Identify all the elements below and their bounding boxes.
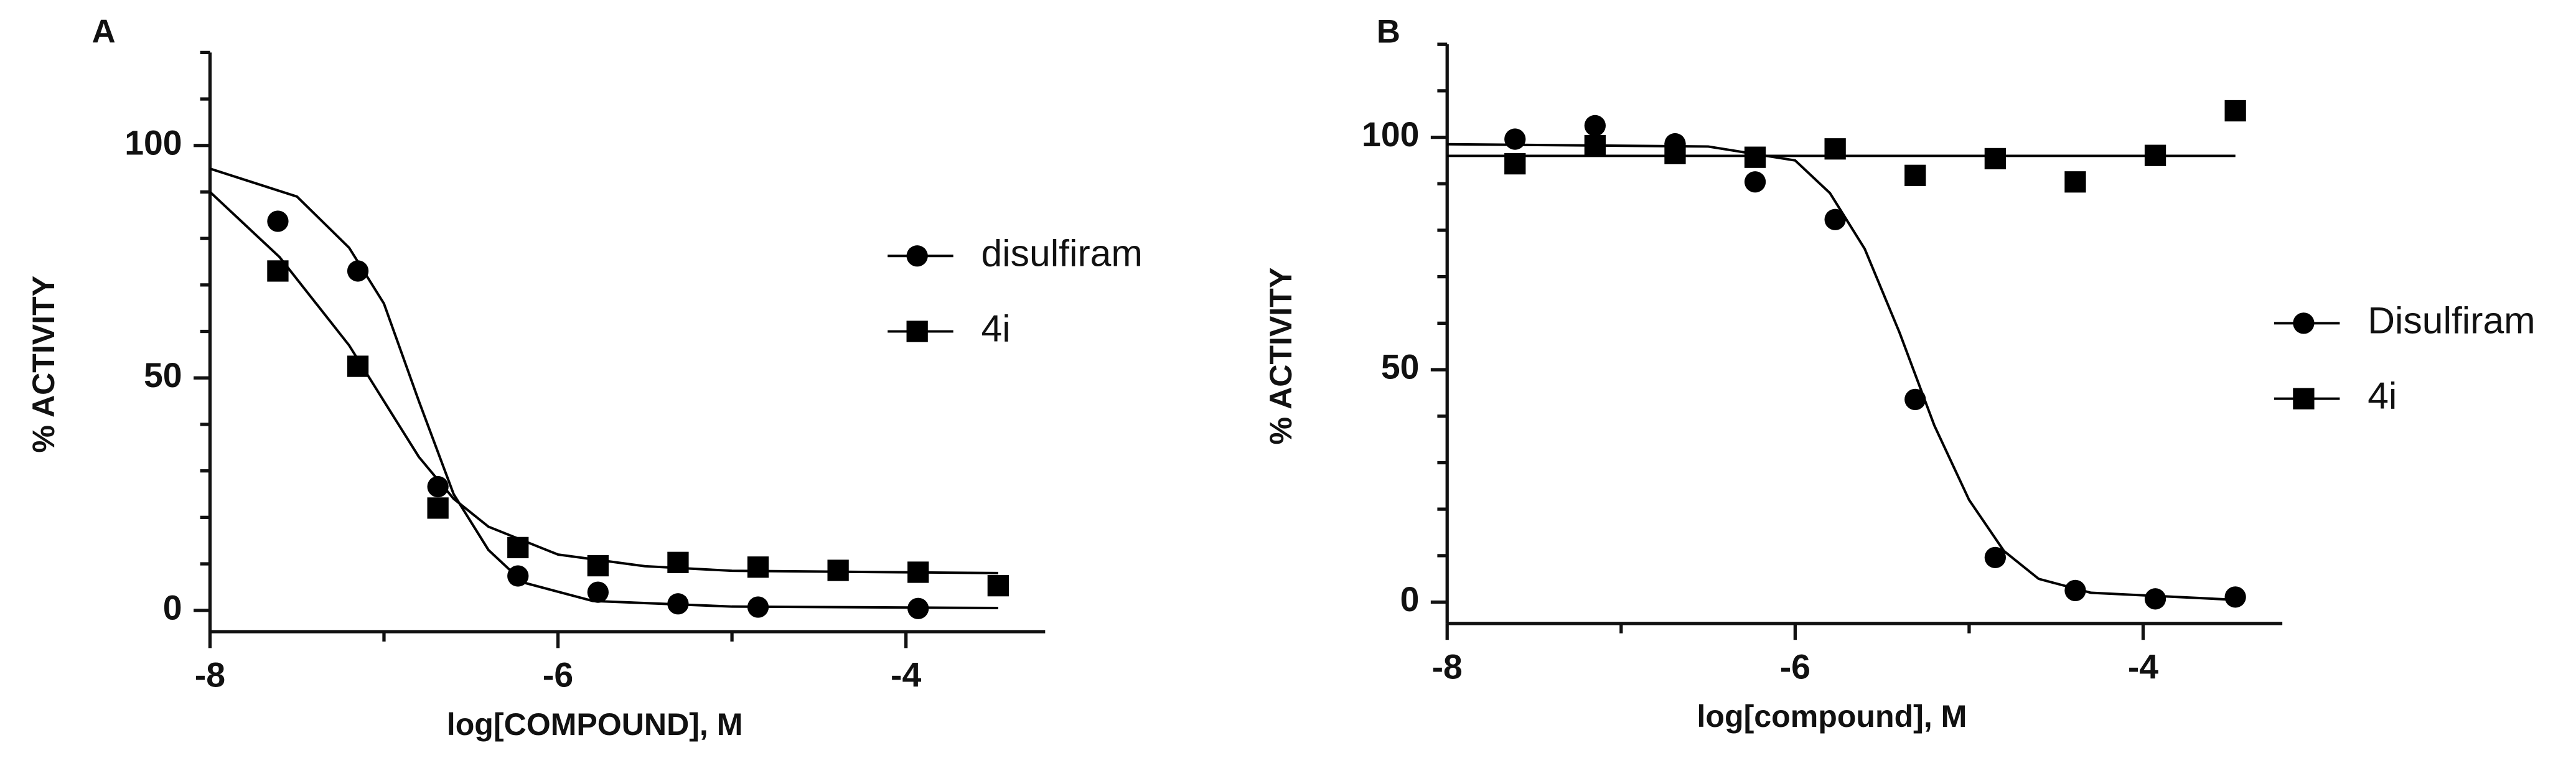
- x-tick-label: -4: [2128, 647, 2158, 686]
- y-axis-title: % ACTIVITY: [1263, 268, 1298, 445]
- circle-marker: [747, 596, 769, 618]
- square-marker: [1584, 134, 1606, 157]
- x-tick-label: -8: [1432, 647, 1463, 686]
- square-marker: [1744, 146, 1766, 168]
- x-axis-title: log[COMPOUND], M: [447, 707, 743, 742]
- circle-marker: [1584, 115, 1606, 137]
- fit-curve: [209, 191, 998, 574]
- x-tick-label: -8: [195, 655, 225, 694]
- y-tick-label: 50: [144, 356, 182, 395]
- square-marker: [827, 559, 849, 581]
- legend-text: 4i: [981, 307, 1011, 350]
- square-marker: [987, 575, 1009, 597]
- x-tick-label: -6: [543, 655, 573, 694]
- square-marker: [907, 561, 929, 583]
- square-marker: [667, 551, 689, 573]
- square-marker: [507, 536, 529, 559]
- circle-marker: [2224, 586, 2246, 608]
- square-marker: [1664, 143, 1686, 164]
- square-marker: [347, 355, 369, 377]
- y-tick-label: 0: [1400, 580, 1420, 619]
- y-tick-label: 0: [163, 588, 182, 627]
- square-marker: [1504, 153, 1526, 175]
- circle-marker: [2144, 588, 2166, 610]
- square-marker: [427, 497, 449, 519]
- circle-marker: [1824, 208, 1846, 230]
- square-marker: [2064, 171, 2086, 193]
- legend-marker: [906, 321, 928, 342]
- square-marker: [1984, 147, 2006, 170]
- fit-curve: [1447, 143, 2236, 601]
- y-tick-label: 100: [1362, 115, 1419, 154]
- circle-marker: [1744, 171, 1766, 193]
- square-marker: [2144, 144, 2166, 166]
- legend-text: Disulfiram: [2368, 299, 2535, 341]
- legend-text: disulfiram: [981, 232, 1143, 274]
- circle-marker: [347, 260, 369, 282]
- panel: B 0 50 100 -8 -6 -4 log[compound], M % ACTIVITY D…: [1263, 14, 2536, 734]
- square-marker: [267, 260, 289, 282]
- panel-label: A: [92, 14, 116, 50]
- x-tick-label: -4: [891, 655, 921, 694]
- circle-marker: [2064, 579, 2086, 602]
- circle-marker: [507, 565, 529, 587]
- square-marker: [1904, 164, 1926, 186]
- circle-marker: [427, 475, 449, 498]
- square-marker: [1824, 138, 1846, 160]
- legend-marker: [2293, 388, 2315, 409]
- square-marker: [587, 554, 609, 577]
- y-tick-label: 50: [1381, 348, 1420, 386]
- y-tick-label: 100: [124, 123, 182, 162]
- legend-marker: [2293, 312, 2315, 334]
- x-axis-title: log[compound], M: [1697, 699, 1967, 734]
- circle-marker: [907, 597, 929, 619]
- circle-marker: [1504, 128, 1526, 150]
- y-axis-title: % ACTIVITY: [26, 276, 61, 453]
- circle-marker: [1904, 388, 1926, 411]
- legend-marker: [906, 245, 928, 267]
- circle-marker: [1984, 546, 2006, 568]
- legend-text: 4i: [2368, 375, 2397, 417]
- x-tick-label: -6: [1780, 647, 1810, 686]
- panel: A 0 50 100 -8 -6 -4 log[COMPOUND], M % ACTIVITY d…: [26, 14, 1143, 742]
- panel-label: B: [1377, 14, 1400, 50]
- circle-marker: [587, 581, 609, 603]
- square-marker: [2224, 100, 2246, 122]
- circle-marker: [667, 593, 689, 615]
- fit-curve: [209, 167, 998, 610]
- circle-marker: [267, 210, 289, 232]
- square-marker: [747, 556, 769, 578]
